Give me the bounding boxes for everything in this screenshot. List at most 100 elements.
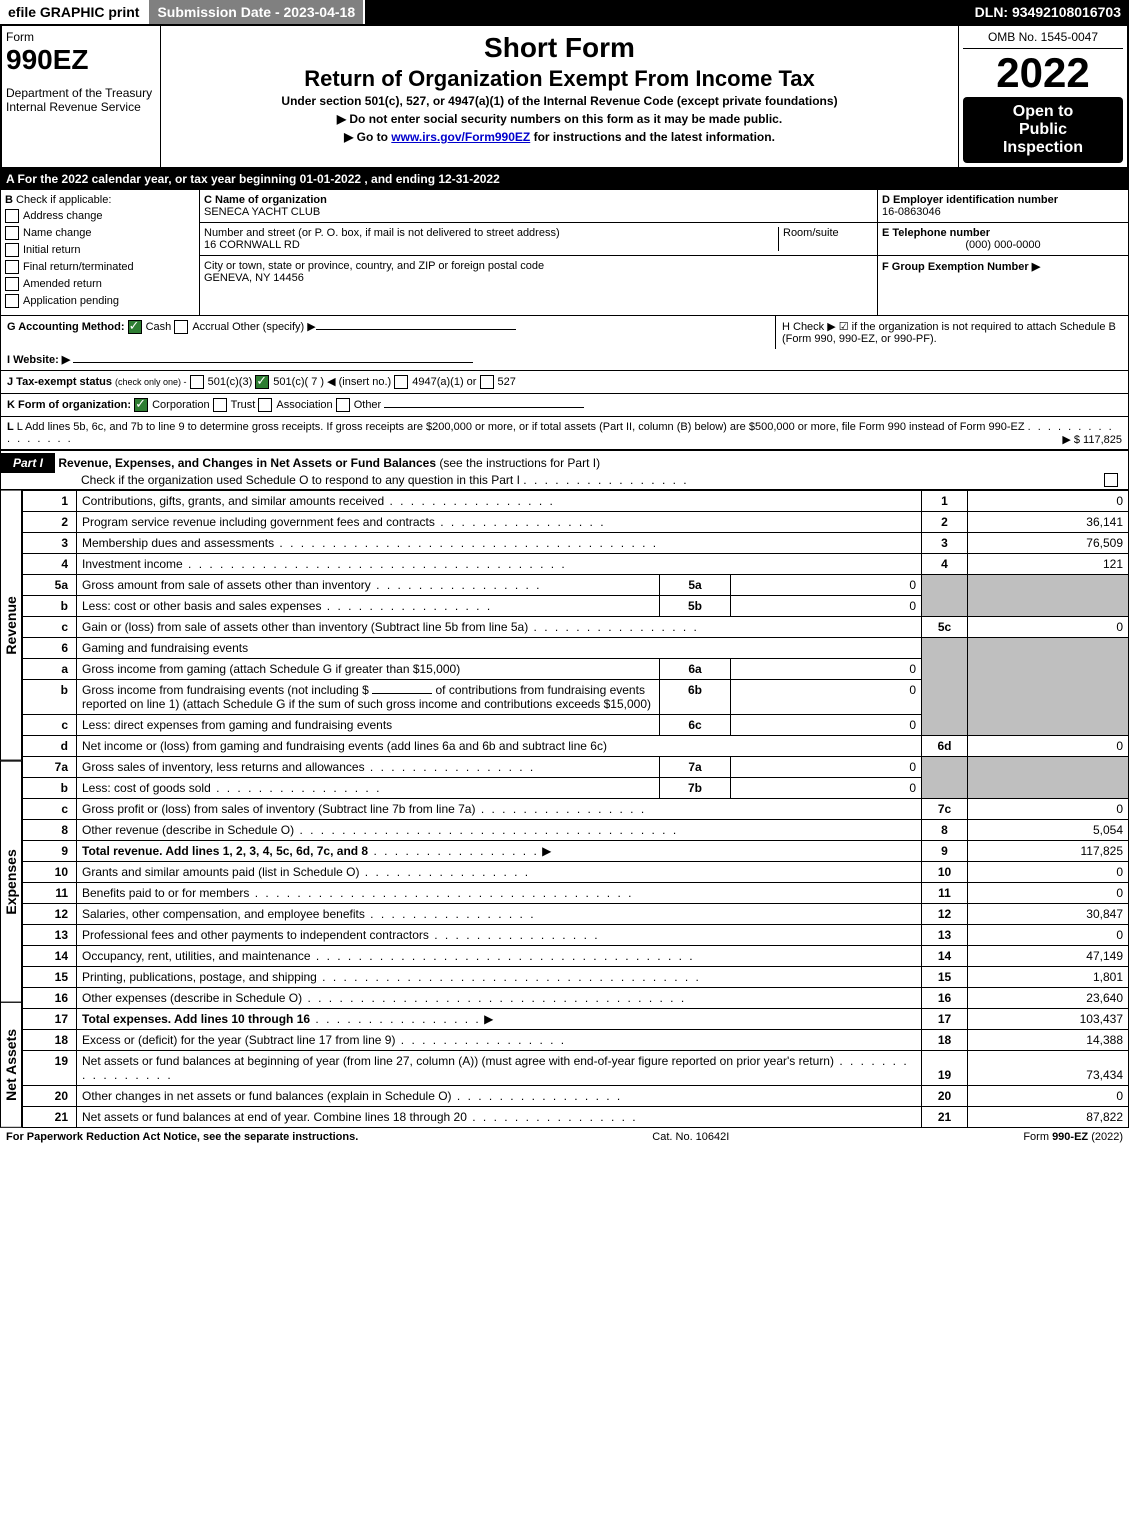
line-6b-sn: 6b — [660, 680, 731, 715]
header-right: OMB No. 1545-0047 2022 Open to Public In… — [958, 26, 1127, 167]
row-2: 2 Program service revenue including gove… — [23, 512, 1129, 533]
row-7a: 7a Gross sales of inventory, less return… — [23, 757, 1129, 778]
line-13-val: 0 — [968, 925, 1129, 946]
line-7a-desc: Gross sales of inventory, less returns a… — [82, 760, 365, 774]
k-form-org-label: K Form of organization: — [7, 399, 131, 411]
corporation-label: Corporation — [152, 399, 209, 411]
line-7c-rn: 7c — [922, 799, 968, 820]
line-17-desc: Total expenses. Add lines 10 through 16 — [82, 1012, 310, 1026]
line-16-val: 23,640 — [968, 988, 1129, 1009]
line-9-val: 117,825 — [968, 841, 1129, 862]
section-b: B Check if applicable: Address change Na… — [1, 190, 200, 315]
form-word: Form — [6, 30, 156, 44]
row-18: 18Excess or (deficit) for the year (Subt… — [23, 1030, 1129, 1051]
checkbox-cash[interactable] — [128, 320, 142, 334]
line-1-rn: 1 — [922, 491, 968, 512]
line-15-rn: 15 — [922, 967, 968, 988]
checkbox-4947[interactable] — [394, 375, 408, 389]
city-label: City or town, state or province, country… — [204, 260, 544, 272]
goto-pre: ▶ Go to — [344, 130, 391, 144]
header-left: Form 990EZ Department of the Treasury In… — [2, 26, 161, 167]
g-accounting-label: G Accounting Method: — [7, 321, 125, 333]
goto-post: for instructions and the latest informat… — [534, 130, 775, 144]
row-17: 17 Total expenses. Add lines 10 through 1… — [23, 1009, 1129, 1030]
line-6d-val: 0 — [968, 736, 1129, 757]
part-1-label: Part I — [1, 453, 55, 473]
checkbox-schedule-o[interactable] — [1104, 473, 1118, 487]
form-footer-post: (2022) — [1088, 1131, 1123, 1143]
under-section-text: Under section 501(c), 527, or 4947(a)(1)… — [165, 94, 954, 108]
other-specify-input[interactable] — [316, 329, 516, 330]
checkbox-501c[interactable] — [255, 375, 269, 389]
row-3: 3 Membership dues and assessments 3 76,5… — [23, 533, 1129, 554]
row-9: 9 Total revenue. Add lines 1, 2, 3, 4, 5… — [23, 841, 1129, 862]
other-org-input[interactable] — [384, 407, 584, 408]
checkbox-other-org[interactable] — [336, 398, 350, 412]
line-11-rn: 11 — [922, 883, 968, 904]
application-pending-label: Application pending — [23, 295, 119, 307]
line-3-rn: 3 — [922, 533, 968, 554]
line-5a-sv: 0 — [731, 575, 922, 596]
amended-return-label: Amended return — [23, 278, 102, 290]
line-6c-sn: 6c — [660, 715, 731, 736]
name-change-label: Name change — [23, 227, 92, 239]
tax-year: 2022 — [963, 49, 1123, 97]
line-20-num: 20 — [23, 1086, 77, 1107]
section-a-tax-year: A For the 2022 calendar year, or tax yea… — [0, 169, 1129, 189]
checkbox-address-change[interactable] — [5, 209, 19, 223]
checkbox-527[interactable] — [480, 375, 494, 389]
header-center: Short Form Return of Organization Exempt… — [161, 26, 958, 167]
efile-print-label[interactable]: efile GRAPHIC print — [0, 0, 149, 24]
line-5c-num: c — [23, 617, 77, 638]
line-14-desc: Occupancy, rent, utilities, and maintena… — [82, 949, 311, 963]
website-input[interactable] — [73, 362, 473, 363]
gray-5 — [922, 575, 968, 617]
checkbox-initial-return[interactable] — [5, 243, 19, 257]
checkbox-accrual[interactable] — [174, 320, 188, 334]
open-line-3: Inspection — [969, 139, 1117, 157]
checkbox-trust[interactable] — [213, 398, 227, 412]
b-letter: B — [5, 194, 13, 206]
row-19: 19Net assets or fund balances at beginni… — [23, 1051, 1129, 1086]
part-1-table: Revenue Expenses Net Assets 1 Contributi… — [0, 490, 1129, 1128]
line-6d-num: d — [23, 736, 77, 757]
line-6-desc: Gaming and fundraising events — [77, 638, 922, 659]
section-c: C Name of organization SENECA YACHT CLUB… — [200, 190, 878, 315]
row-21: 21Net assets or fund balances at end of … — [23, 1107, 1129, 1128]
row-7c: c Gross profit or (loss) from sales of i… — [23, 799, 1129, 820]
l-gross-receipts-text: L Add lines 5b, 6c, and 7b to line 9 to … — [17, 421, 1025, 433]
line-20-desc: Other changes in net assets or fund bala… — [82, 1089, 452, 1103]
501c3-label: 501(c)(3) — [208, 376, 253, 388]
checkbox-name-change[interactable] — [5, 226, 19, 240]
line-13-rn: 13 — [922, 925, 968, 946]
checkbox-application-pending[interactable] — [5, 294, 19, 308]
row-11: 11Benefits paid to or for members110 — [23, 883, 1129, 904]
line-1-num: 1 — [23, 491, 77, 512]
line-11-val: 0 — [968, 883, 1129, 904]
checkbox-501c3[interactable] — [190, 375, 204, 389]
checkbox-corporation[interactable] — [134, 398, 148, 412]
line-3-num: 3 — [23, 533, 77, 554]
line-11-num: 11 — [23, 883, 77, 904]
part-1-sub: (see the instructions for Part I) — [439, 456, 600, 470]
line-18-rn: 18 — [922, 1030, 968, 1051]
line-6b-blank[interactable] — [372, 693, 432, 694]
row-8: 8 Other revenue (describe in Schedule O)… — [23, 820, 1129, 841]
check-if-applicable: Check if applicable: — [16, 194, 111, 206]
row-6: 6 Gaming and fundraising events — [23, 638, 1129, 659]
line-21-val: 87,822 — [968, 1107, 1129, 1128]
line-7b-sv: 0 — [731, 778, 922, 799]
line-9-num: 9 — [23, 841, 77, 862]
line-10-desc: Grants and similar amounts paid (list in… — [82, 865, 359, 879]
line-2-desc: Program service revenue including govern… — [82, 515, 435, 529]
section-d-e-f: D Employer identification number 16-0863… — [878, 190, 1128, 315]
gray-5-val — [968, 575, 1129, 617]
irs-link[interactable]: www.irs.gov/Form990EZ — [391, 130, 530, 144]
line-7a-num: 7a — [23, 757, 77, 778]
street-label: Number and street (or P. O. box, if mail… — [204, 227, 560, 239]
checkbox-association[interactable] — [258, 398, 272, 412]
checkbox-final-return[interactable] — [5, 260, 19, 274]
line-10-val: 0 — [968, 862, 1129, 883]
checkbox-amended-return[interactable] — [5, 277, 19, 291]
line-17-num: 17 — [23, 1009, 77, 1030]
